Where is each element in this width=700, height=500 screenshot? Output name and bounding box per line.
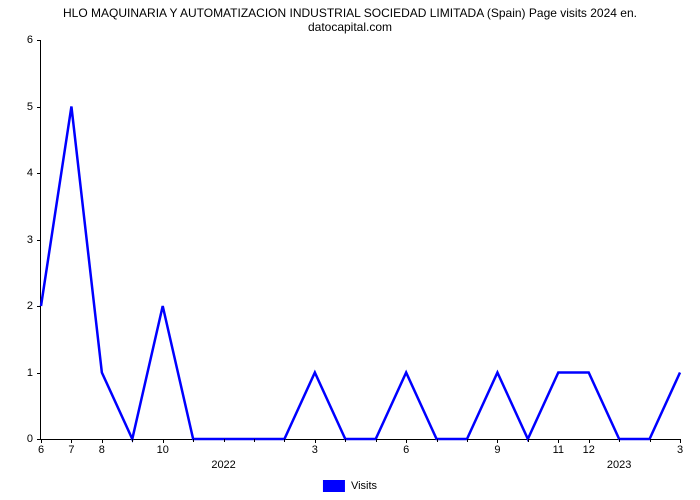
x-tick (254, 439, 255, 442)
x-tick (315, 439, 316, 443)
y-tick-label: 2 (27, 300, 33, 312)
x-tick (558, 439, 559, 443)
chart-title: HLO MAQUINARIA Y AUTOMATIZACION INDUSTRI… (0, 6, 700, 34)
y-tick-label: 4 (27, 167, 33, 179)
y-tick (37, 40, 41, 41)
x-tick-label: 12 (583, 444, 595, 456)
x-tick-label: 6 (403, 444, 409, 456)
x-tick-label: 7 (68, 444, 74, 456)
chart-legend: Visits (323, 480, 377, 492)
x-tick (224, 439, 225, 442)
x-tick (650, 439, 651, 442)
y-tick (37, 173, 41, 174)
legend-label: Visits (351, 480, 377, 492)
x-tick-label: 11 (553, 444, 564, 456)
y-tick (37, 306, 41, 307)
x-tick-label: 3 (677, 444, 683, 456)
y-tick-label: 3 (27, 234, 33, 246)
x-tick (102, 439, 103, 443)
y-tick-label: 1 (27, 367, 33, 379)
x-tick (437, 439, 438, 442)
x-tick (163, 439, 164, 443)
x-tick (193, 439, 194, 442)
chart-title-line1: HLO MAQUINARIA Y AUTOMATIZACION INDUSTRI… (63, 6, 637, 20)
y-tick (37, 373, 41, 374)
x-tick (345, 439, 346, 442)
x-tick (376, 439, 377, 442)
x-tick (497, 439, 498, 443)
x-tick (406, 439, 407, 443)
x-tick (680, 439, 681, 443)
x-tick (467, 439, 468, 442)
x-tick-label: 10 (157, 444, 169, 456)
x-tick (132, 439, 133, 442)
x-year-label: 2022 (211, 459, 235, 471)
x-tick (284, 439, 285, 442)
y-tick-label: 0 (27, 433, 33, 445)
legend-swatch (323, 480, 345, 492)
x-tick-label: 9 (494, 444, 500, 456)
x-tick (41, 439, 42, 443)
x-tick-label: 6 (38, 444, 44, 456)
chart-line (41, 40, 680, 439)
y-tick (37, 240, 41, 241)
chart-title-line2: datocapital.com (308, 20, 392, 34)
x-tick-label: 8 (99, 444, 105, 456)
x-tick (619, 439, 620, 442)
x-tick (71, 439, 72, 443)
y-tick (37, 107, 41, 108)
y-tick-label: 6 (27, 34, 33, 46)
x-year-label: 2023 (607, 459, 631, 471)
x-tick (589, 439, 590, 443)
y-tick-label: 5 (27, 101, 33, 113)
x-tick-label: 3 (312, 444, 318, 456)
x-tick (528, 439, 529, 442)
chart-plot-area: 0123456678103691112320222023 (40, 40, 680, 440)
